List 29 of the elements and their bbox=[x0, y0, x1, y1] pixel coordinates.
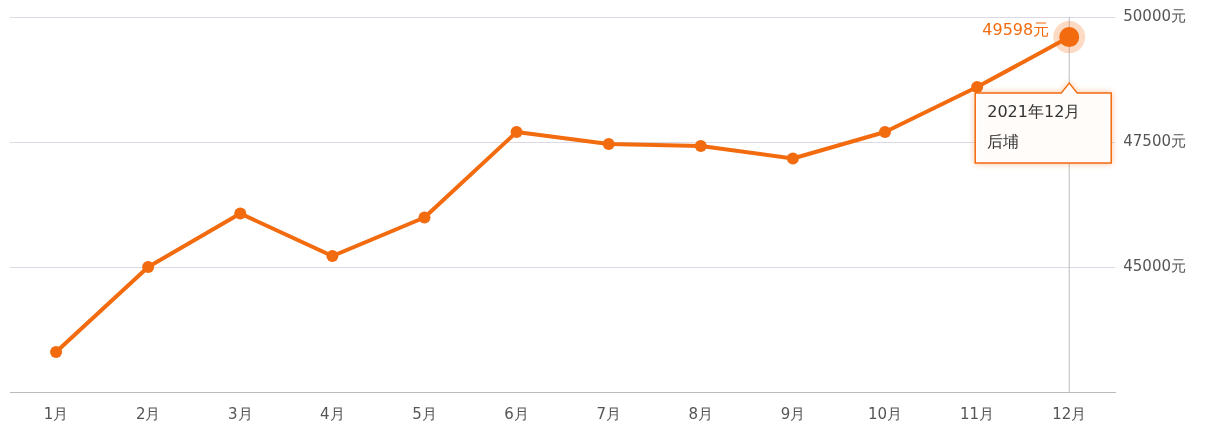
y-tick-label: 45000元 bbox=[1123, 256, 1186, 275]
x-tick-label: 3月 bbox=[227, 404, 253, 423]
x-tick-label: 4月 bbox=[320, 404, 345, 423]
annotation: 2021年12月 bbox=[987, 102, 1081, 122]
point bbox=[879, 126, 892, 138]
point bbox=[234, 207, 247, 220]
x-tick-label: 9月 bbox=[780, 404, 806, 423]
point bbox=[418, 211, 431, 224]
x-tick-label: 2月 bbox=[135, 404, 161, 423]
point bbox=[510, 126, 523, 138]
point bbox=[786, 152, 799, 165]
data-label: 49598元 bbox=[982, 20, 1050, 40]
x-tick-label: 12月 bbox=[1052, 404, 1087, 423]
x-tick-label: 8月 bbox=[688, 404, 714, 423]
y-tick-label: 50000元 bbox=[1123, 6, 1186, 25]
point bbox=[142, 261, 155, 273]
x-tick-label: 11月 bbox=[960, 404, 995, 423]
text: 后埔 bbox=[987, 132, 1020, 152]
point bbox=[50, 346, 63, 358]
x-tick-label: 7月 bbox=[596, 404, 621, 423]
point bbox=[326, 250, 339, 262]
x-tick-label: 1月 bbox=[43, 404, 69, 423]
point bbox=[602, 138, 615, 150]
x-tick-label: 10月 bbox=[867, 404, 903, 423]
point bbox=[971, 81, 984, 93]
point bbox=[694, 140, 707, 152]
y-tick-label: 47500元 bbox=[1123, 131, 1186, 150]
x-tick-label: 5月 bbox=[412, 404, 437, 423]
x-tick-label: 6月 bbox=[504, 404, 529, 423]
